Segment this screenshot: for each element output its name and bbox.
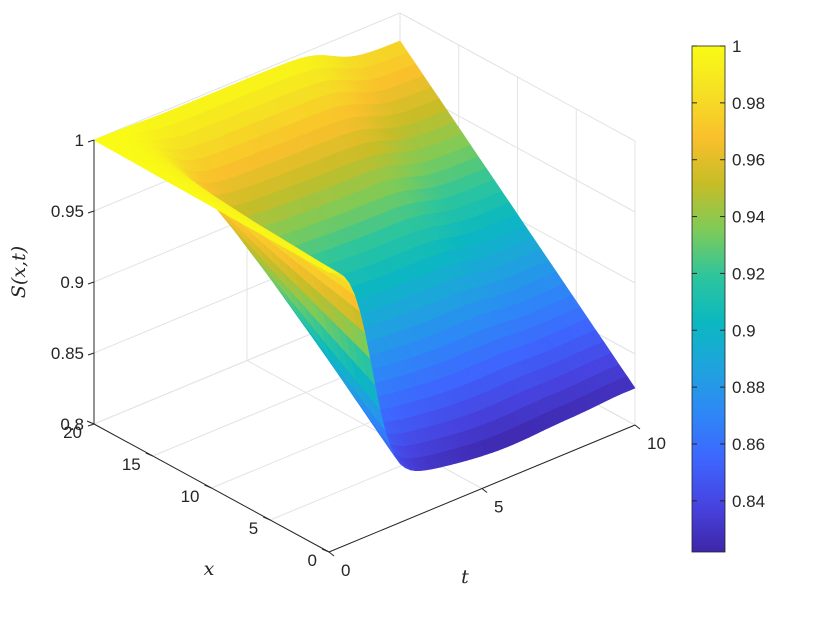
- z-tick-label: 0.95: [51, 202, 84, 221]
- colorbar-tick-label: 0.92: [732, 264, 765, 283]
- x-tick-label: 0: [308, 551, 317, 570]
- t-tick-labels: 0 5 10: [328, 424, 666, 580]
- z-tick-label: 0.9: [60, 273, 84, 292]
- t-tick-label: 0: [341, 561, 350, 580]
- colorbar-tick-label: 0.9: [732, 321, 756, 340]
- z-tick-label: 1: [75, 131, 84, 150]
- x-tick-label: 15: [122, 455, 141, 474]
- colorbar-tick-label: 0.96: [732, 151, 765, 170]
- t-tick-label: 10: [647, 434, 666, 453]
- z-tick-label: 0.85: [51, 344, 84, 363]
- t-axis-label: t: [461, 566, 469, 588]
- z-tick-labels: 0.8 0.85 0.9 0.95 1: [51, 131, 95, 434]
- x-tick-labels: 0 5 10 15 20: [63, 420, 330, 570]
- colorbar: [691, 45, 726, 553]
- surface-mesh: [93, 40, 636, 472]
- surface-patch: [320, 267, 336, 273]
- x-tick-label: 5: [249, 519, 258, 538]
- colorbar-tick-label: 0.86: [732, 435, 765, 454]
- x-tick-label: 10: [181, 487, 200, 506]
- colorbar-tick-label: 0.88: [732, 378, 765, 397]
- x-tick-label: 20: [63, 423, 82, 442]
- colorbar-tick-labels: 0.84 0.86 0.88 0.9 0.92 0.94 0.96 0.98 1: [692, 37, 765, 511]
- colorbar-tick-label: 0.98: [732, 94, 765, 113]
- t-tick-label: 5: [494, 498, 503, 517]
- z-tick-label: 0.8: [60, 415, 84, 434]
- z-axis-label: S(x,t): [8, 246, 30, 298]
- x-axis-label: x: [204, 558, 215, 580]
- colorbar-tick-label: 1: [732, 37, 741, 56]
- colorbar-tick-label: 0.94: [732, 208, 765, 227]
- colorbar-tick-label: 0.84: [732, 492, 765, 511]
